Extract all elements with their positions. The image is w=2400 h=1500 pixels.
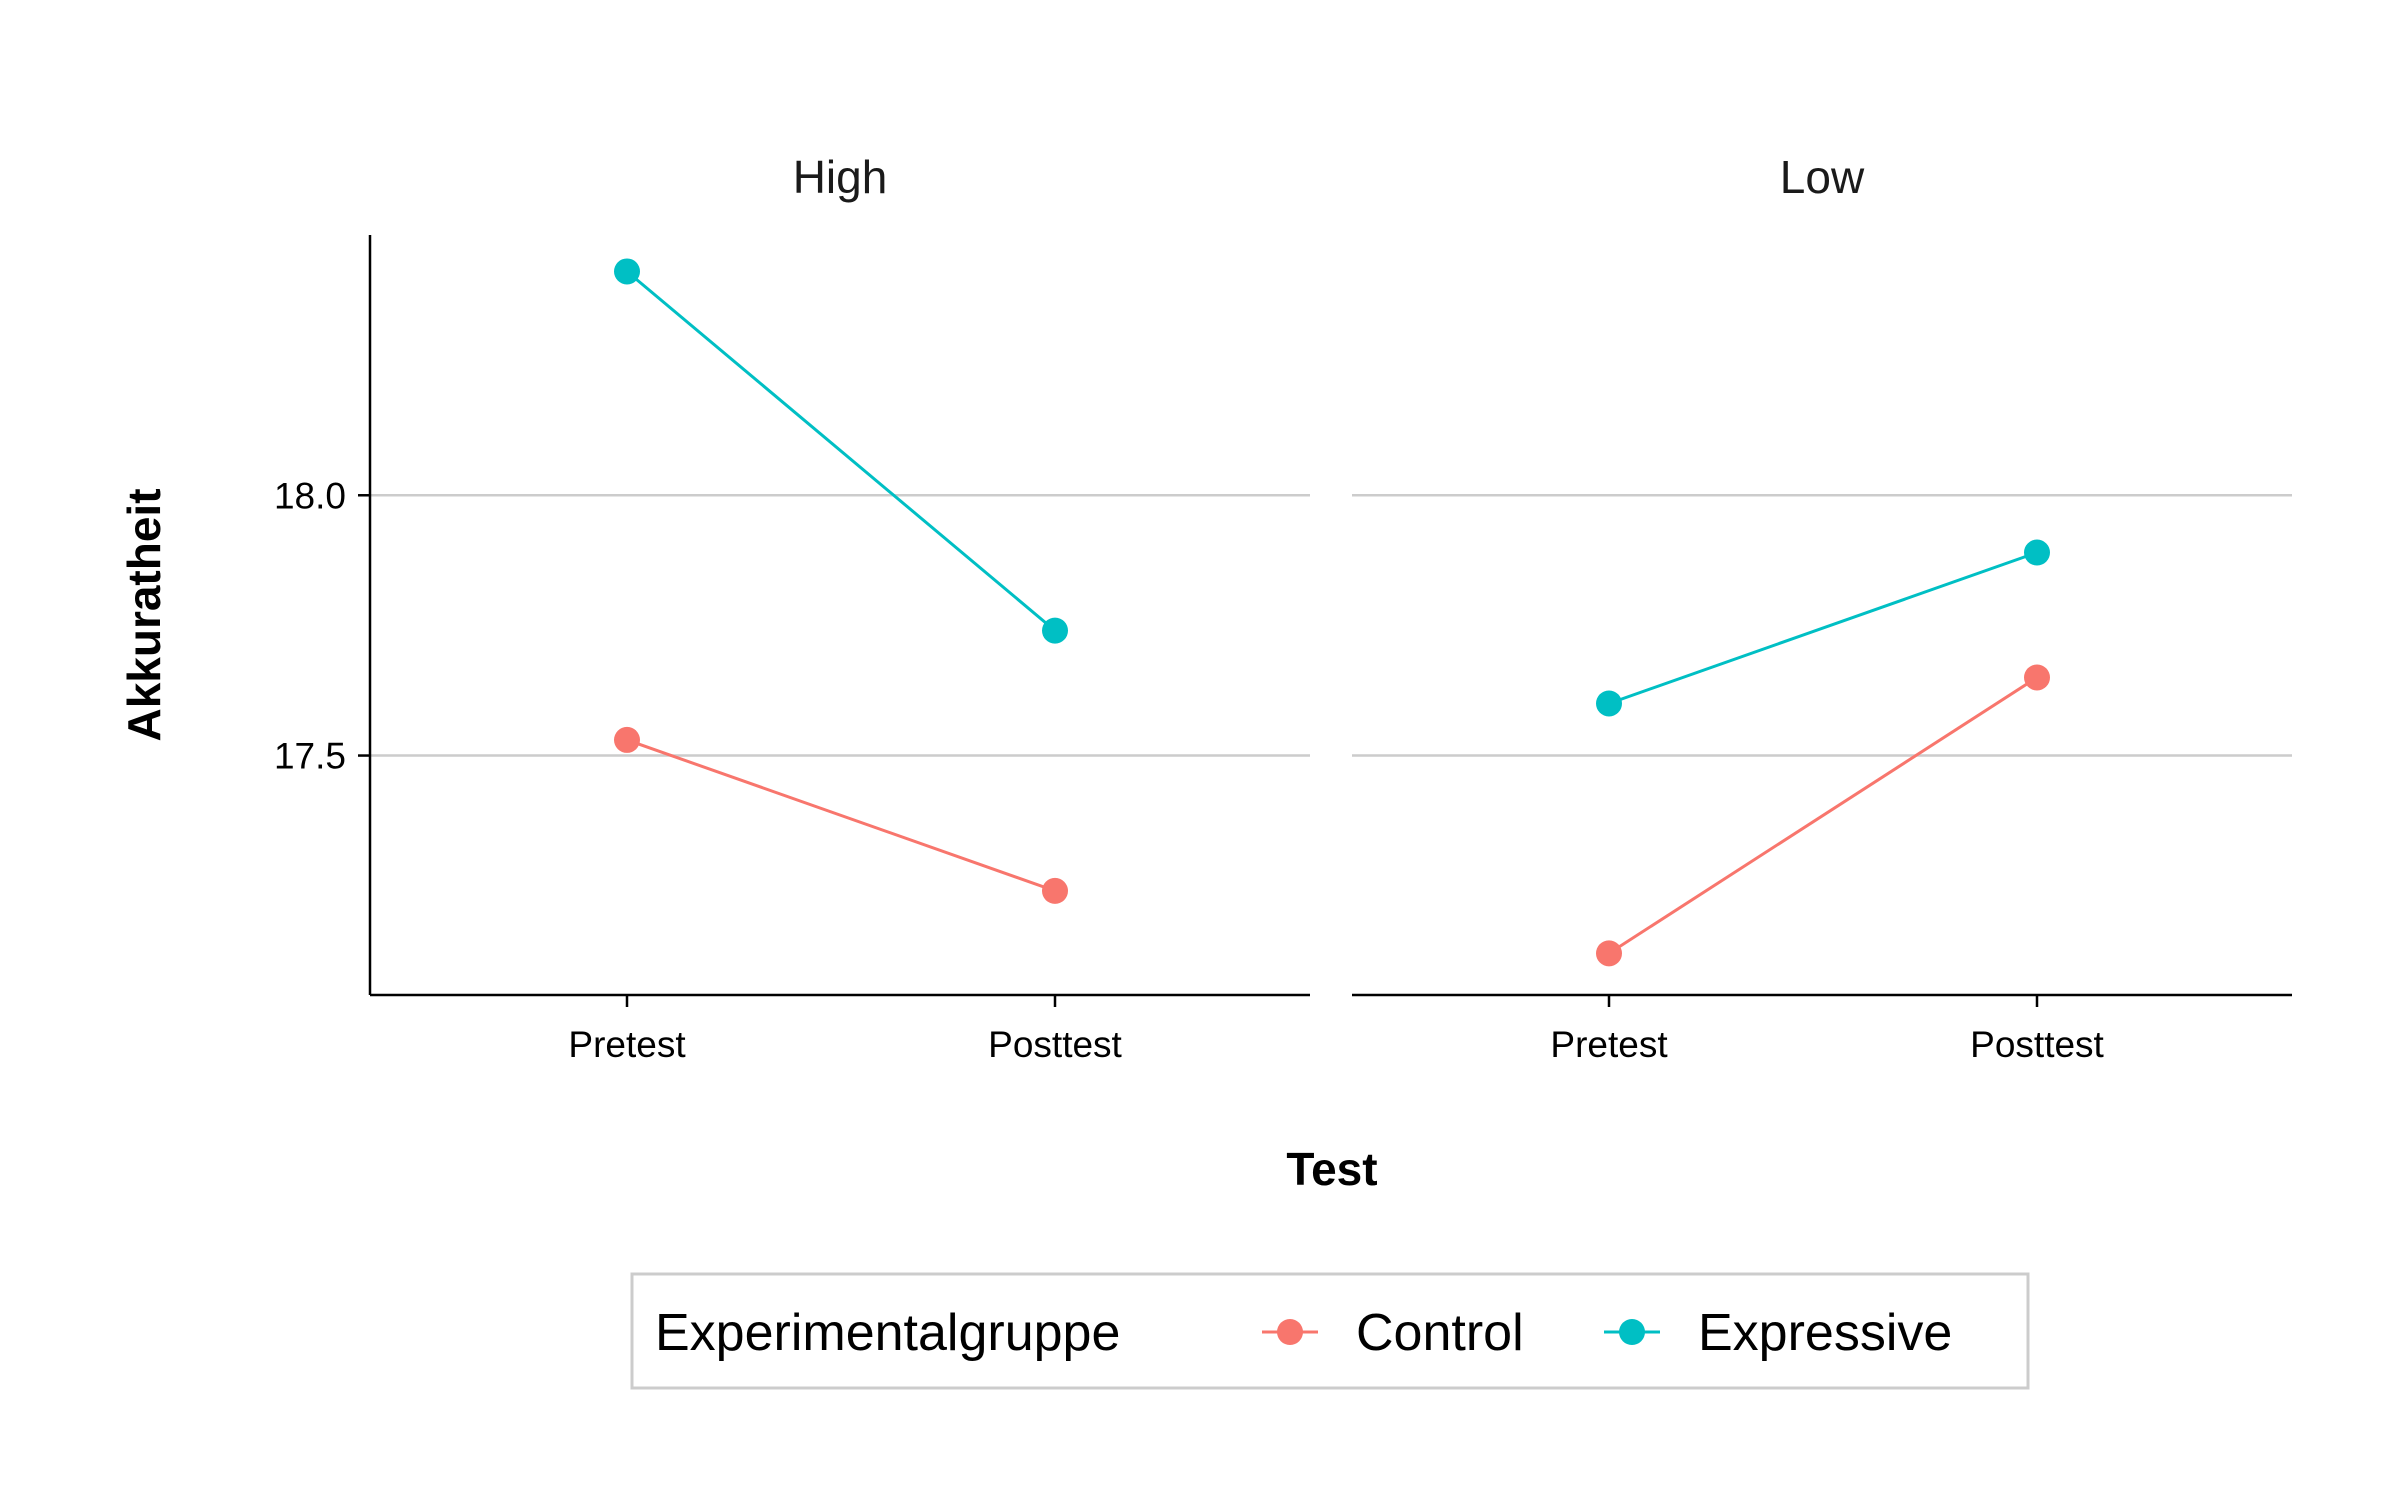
- data-point-expressive-low-posttest: [2024, 539, 2050, 566]
- data-point-control-low-posttest: [2024, 664, 2050, 691]
- legend-label-expressive: Expressive: [1698, 1304, 1952, 1362]
- data-point-control-low-pretest: [1596, 940, 1622, 967]
- y-axis-title: Akkuratheit: [118, 488, 170, 741]
- x-tick-label-low-0: Pretest: [1550, 1024, 1668, 1065]
- x-tick-label-high-0: Pretest: [568, 1024, 686, 1065]
- panel-high: High 17.5 18.0 Pretest Posttest: [274, 151, 1310, 1065]
- series-line-expressive-low: [1608, 551, 2038, 705]
- legend-key-point-control: [1277, 1319, 1303, 1345]
- x-tick-label-high-1: Posttest: [988, 1024, 1122, 1065]
- facet-label-low: Low: [1780, 151, 1865, 203]
- panels: High 17.5 18.0 Pretest Posttest Low Pretest Pos…: [274, 151, 2292, 1065]
- legend-key-point-expressive: [1619, 1319, 1645, 1345]
- data-point-expressive-high-posttest: [1042, 617, 1068, 644]
- series-line-control-low: [1608, 676, 2038, 955]
- y-tick-label-0: 17.5: [274, 736, 346, 777]
- y-tick-label-1: 18.0: [274, 475, 346, 516]
- panel-low: Low Pretest Posttest: [1352, 151, 2292, 1065]
- data-point-expressive-high-pretest: [614, 258, 640, 285]
- series-line-control-high: [626, 738, 1056, 893]
- data-point-control-high-posttest: [1042, 877, 1068, 904]
- data-point-expressive-low-pretest: [1596, 690, 1622, 717]
- legend-title: Experimentalgruppe: [655, 1304, 1120, 1362]
- facet-label-high: High: [793, 151, 888, 203]
- legend-label-control: Control: [1356, 1304, 1524, 1362]
- series-line-expressive-high: [626, 270, 1056, 632]
- x-tick-label-low-1: Posttest: [1970, 1024, 2104, 1065]
- legend: Experimentalgruppe Control Expressive: [630, 1272, 2030, 1390]
- data-point-control-high-pretest: [614, 726, 640, 753]
- legend-items: Control Expressive: [1262, 1304, 1952, 1362]
- x-axis-title: Test: [1286, 1143, 1377, 1195]
- legend-box: [630, 1272, 2030, 1390]
